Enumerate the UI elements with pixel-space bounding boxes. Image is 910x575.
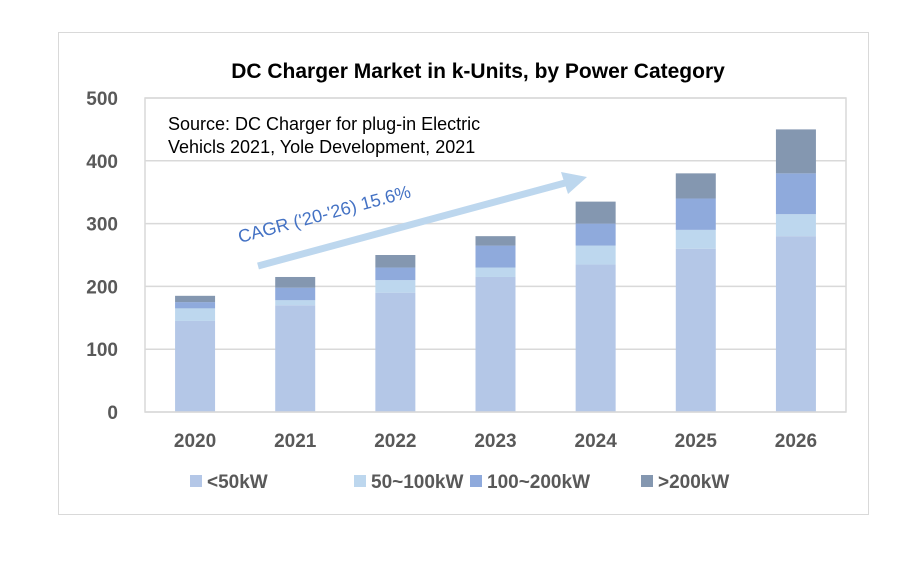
bar-stack-2024 bbox=[575, 201, 616, 412]
source-line-2: Vehicls 2021, Yole Development, 2021 bbox=[168, 137, 475, 157]
cagr-arrow-head-icon bbox=[561, 172, 587, 194]
legend: <50kW 50~100kW 100~200kW >200kW bbox=[190, 472, 729, 493]
bar-segment bbox=[375, 280, 416, 293]
cagr-label: CAGR ('20-'26) 15.6% bbox=[236, 181, 413, 246]
x-axis-ticks: 2020 2021 2022 2023 2024 2025 2026 bbox=[174, 431, 817, 452]
y-tick-label: 200 bbox=[86, 277, 118, 298]
bars bbox=[175, 129, 816, 412]
bar-segment bbox=[175, 320, 216, 412]
bar-segment bbox=[175, 302, 216, 309]
bar-segment bbox=[575, 223, 616, 246]
legend-item: <50kW bbox=[190, 472, 268, 493]
bar-stack-2020 bbox=[175, 295, 216, 412]
bar-segment bbox=[775, 214, 816, 237]
plot-area-border bbox=[144, 97, 847, 413]
source-line-1: Source: DC Charger for plug-in Electric bbox=[168, 114, 480, 134]
bar-segment bbox=[675, 229, 716, 249]
source-annotation: Source: DC Charger for plug-in Electric … bbox=[168, 114, 480, 157]
y-axis-ticks: 0 100 200 300 400 500 bbox=[86, 89, 118, 424]
bar-segment bbox=[375, 255, 416, 268]
bar-segment bbox=[275, 305, 316, 412]
bar-stack-2023 bbox=[475, 236, 516, 412]
y-tick-label: 0 bbox=[107, 403, 118, 424]
bar-segment bbox=[675, 248, 716, 412]
legend-swatch bbox=[354, 475, 366, 487]
bar-stack-2026 bbox=[775, 129, 816, 412]
bar-segment bbox=[775, 173, 816, 215]
bar-segment bbox=[375, 292, 416, 412]
x-tick-label: 2026 bbox=[775, 431, 817, 452]
bar-segment bbox=[175, 308, 216, 321]
bar-segment bbox=[575, 245, 616, 265]
bar-segment bbox=[675, 173, 716, 199]
bar-segment bbox=[375, 267, 416, 281]
cagr-arrow bbox=[257, 179, 566, 270]
legend-item: 100~200kW bbox=[470, 472, 590, 493]
x-tick-label: 2024 bbox=[575, 431, 618, 452]
chart-title: DC Charger Market in k-Units, by Power C… bbox=[231, 60, 725, 83]
legend-swatch bbox=[470, 475, 482, 487]
bar-stack-2022 bbox=[375, 255, 416, 412]
bar-segment bbox=[275, 287, 316, 301]
x-tick-label: 2023 bbox=[474, 431, 516, 452]
bar-segment bbox=[575, 264, 616, 412]
y-tick-label: 100 bbox=[86, 340, 118, 361]
bar-segment bbox=[275, 276, 316, 288]
x-tick-label: 2021 bbox=[274, 431, 317, 452]
bar-segment bbox=[175, 295, 216, 303]
legend-item: >200kW bbox=[641, 472, 729, 493]
y-tick-label: 400 bbox=[86, 152, 118, 173]
y-tick-label: 300 bbox=[86, 215, 118, 236]
bar-segment bbox=[475, 245, 516, 268]
bar-segment bbox=[275, 300, 316, 306]
y-tick-label: 500 bbox=[86, 89, 118, 110]
legend-item: 50~100kW bbox=[354, 472, 463, 493]
bar-stack-2021 bbox=[275, 276, 316, 412]
x-tick-label: 2022 bbox=[374, 431, 416, 452]
x-tick-label: 2020 bbox=[174, 431, 216, 452]
legend-label: 100~200kW bbox=[487, 472, 590, 493]
bar-segment bbox=[775, 129, 816, 174]
bar-segment bbox=[475, 276, 516, 412]
legend-label: >200kW bbox=[658, 472, 729, 493]
legend-label: 50~100kW bbox=[371, 472, 463, 493]
legend-label: <50kW bbox=[207, 472, 268, 493]
legend-swatch bbox=[190, 475, 202, 487]
x-tick-label: 2025 bbox=[675, 431, 718, 452]
legend-swatch bbox=[641, 475, 653, 487]
cagr-annotation: CAGR ('20-'26) 15.6% bbox=[236, 172, 587, 270]
bar-stack-2025 bbox=[675, 173, 716, 412]
bar-segment bbox=[675, 198, 716, 230]
bar-segment bbox=[775, 236, 816, 412]
bar-segment bbox=[575, 201, 616, 224]
bar-segment bbox=[475, 236, 516, 246]
chart-frame bbox=[58, 32, 869, 515]
bar-segment bbox=[475, 267, 516, 277]
